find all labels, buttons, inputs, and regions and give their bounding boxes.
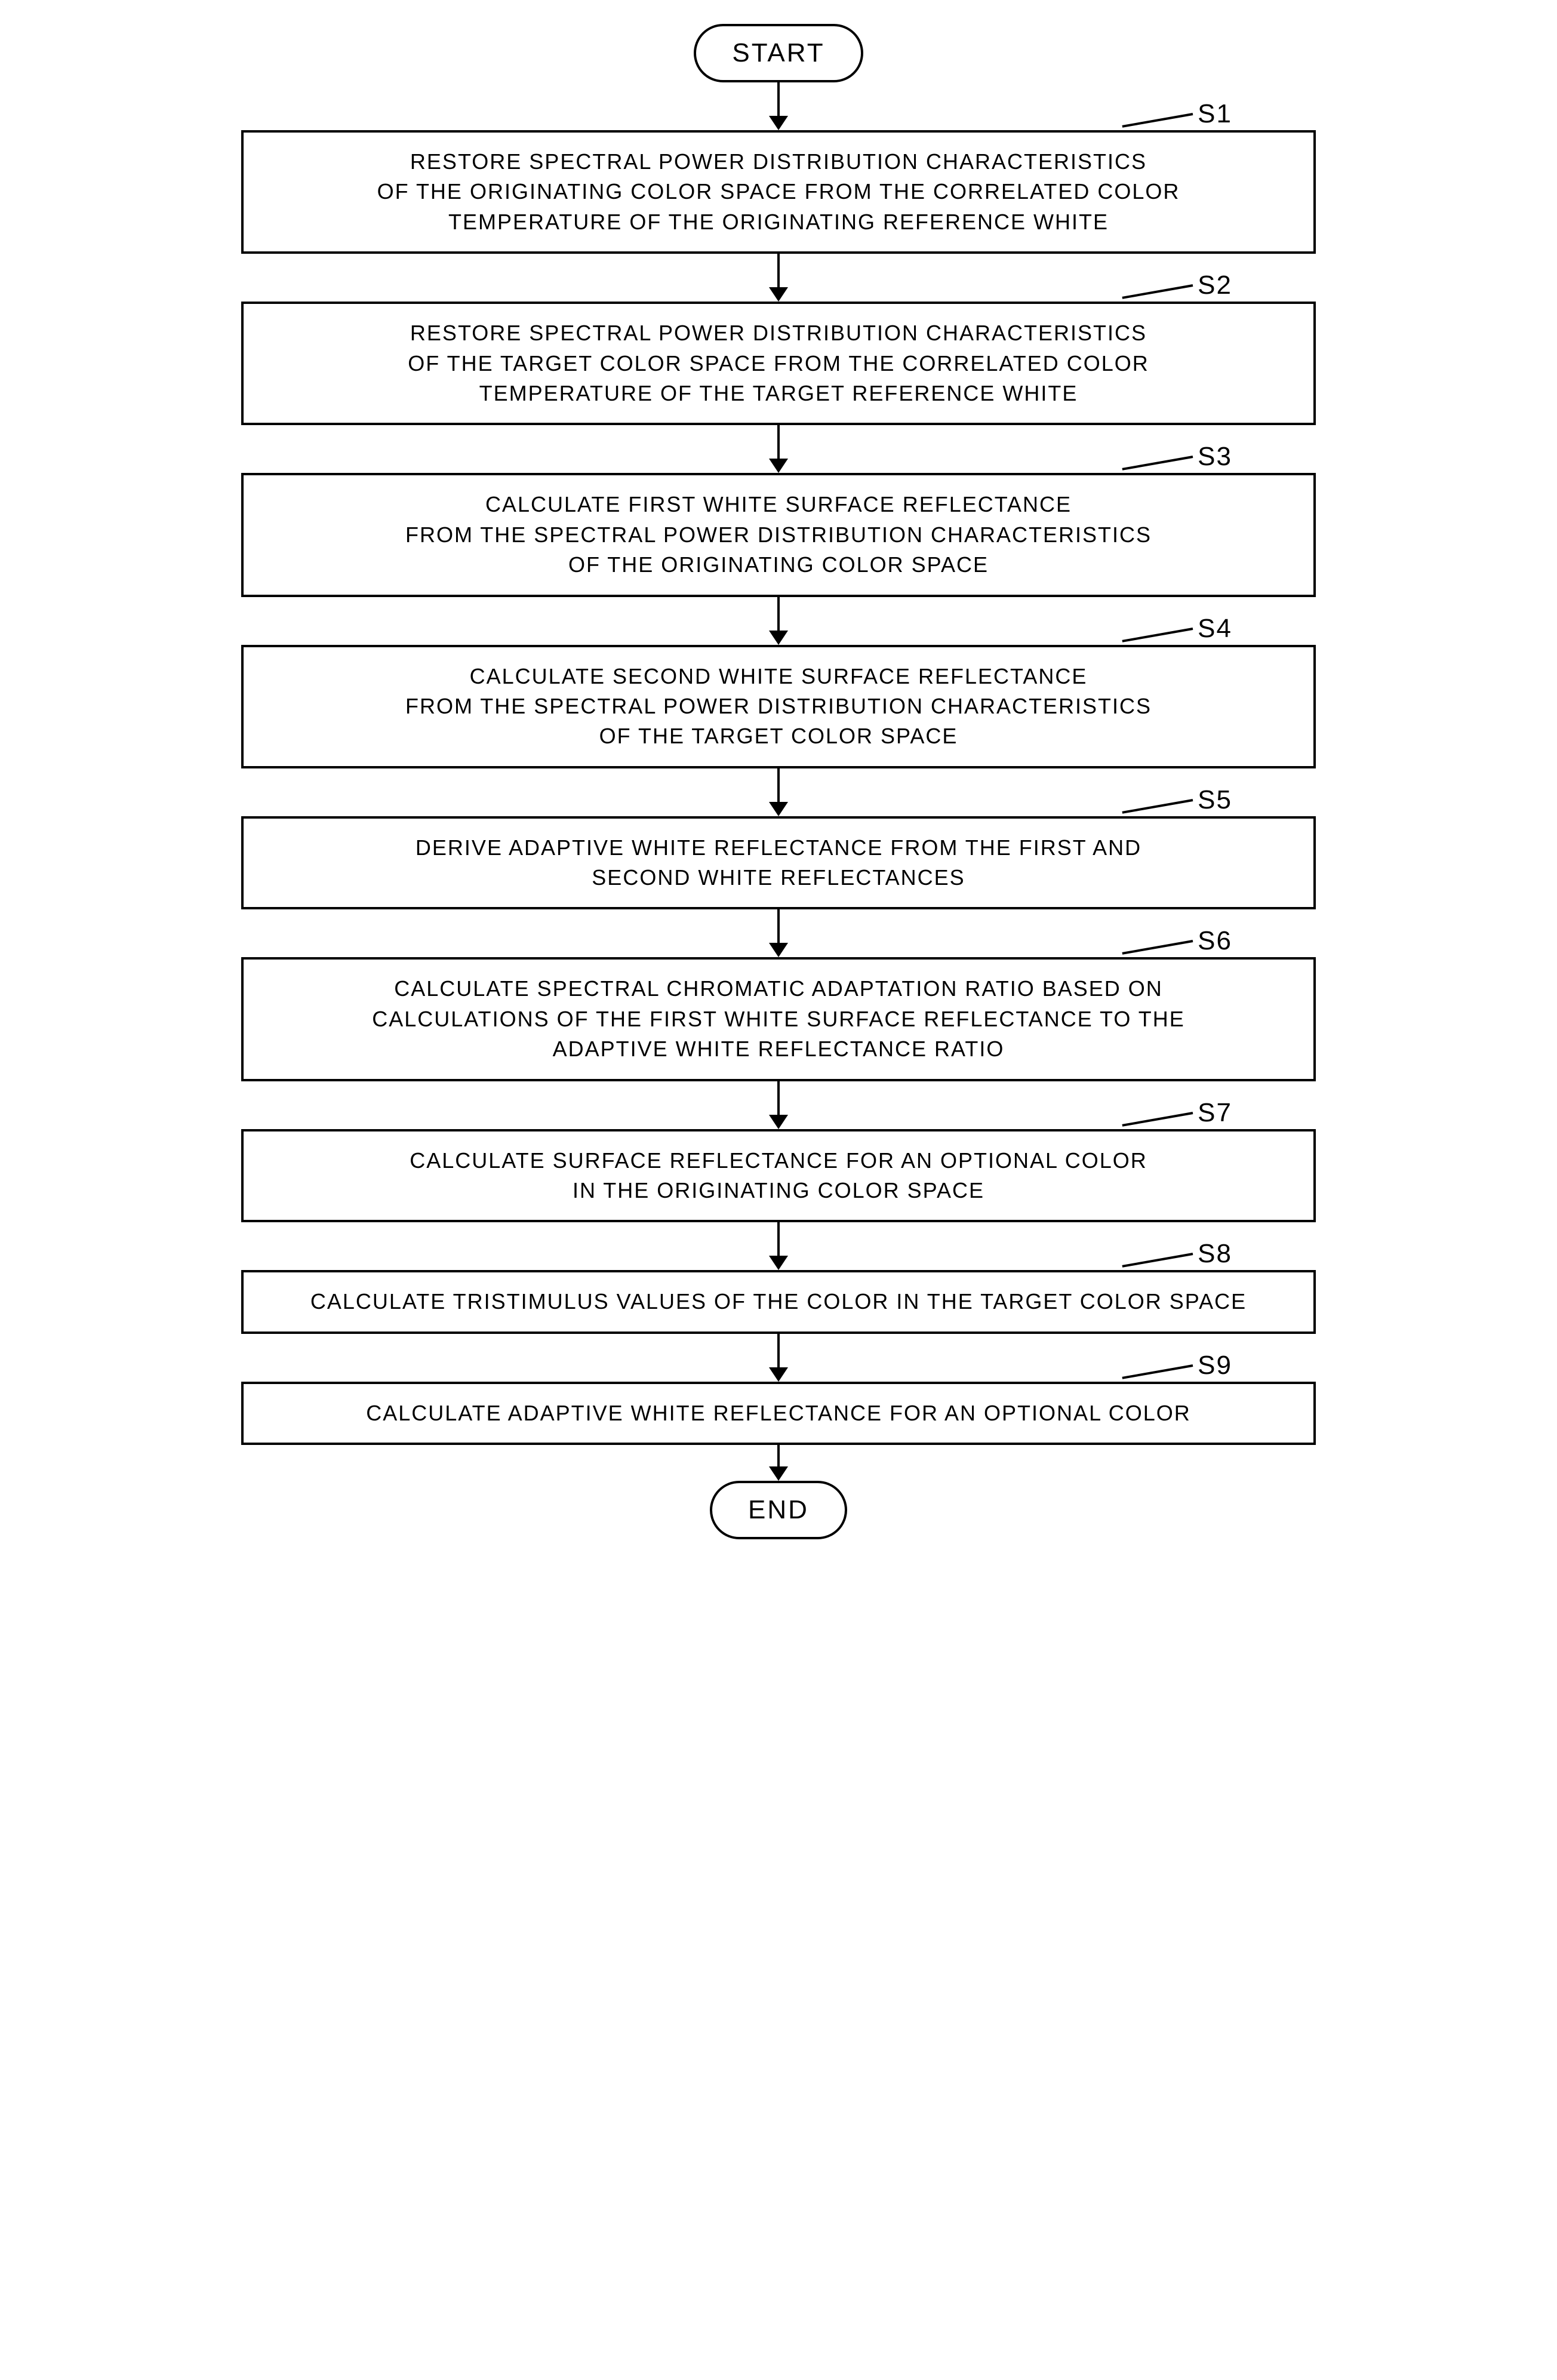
step-label-text: S2: [1198, 270, 1232, 300]
process-wrapper-s4: S4 CALCULATE SECOND WHITE SURFACE REFLEC…: [241, 645, 1316, 768]
arrow: [769, 597, 788, 645]
start-terminal: START: [694, 24, 863, 82]
step-label-s3: S3: [1121, 442, 1232, 472]
arrow-line: [777, 254, 780, 287]
process-wrapper-s1: S1 RESTORE SPECTRAL POWER DISTRIBUTION C…: [241, 130, 1316, 254]
step-label-line: [1122, 284, 1193, 299]
process-wrapper-s2: S2 RESTORE SPECTRAL POWER DISTRIBUTION C…: [241, 302, 1316, 425]
arrow-line: [777, 1445, 780, 1466]
arrow: [769, 254, 788, 302]
arrow-line: [777, 1081, 780, 1115]
arrow-head: [769, 802, 788, 816]
step-label-s7: S7: [1121, 1098, 1232, 1128]
arrow-head: [769, 1367, 788, 1382]
step-label-text: S4: [1198, 614, 1232, 644]
step-label-text: S3: [1198, 442, 1232, 472]
flowchart-container: START S1 RESTORE SPECTRAL POWER DISTRIBU…: [241, 24, 1316, 1539]
step-label-s9: S9: [1121, 1351, 1232, 1380]
process-wrapper-s5: S5 DERIVE ADAPTIVE WHITE REFLECTANCE FRO…: [241, 816, 1316, 910]
process-s3: CALCULATE FIRST WHITE SURFACE REFLECTANC…: [241, 473, 1316, 596]
arrow: [769, 1334, 788, 1382]
step-label-s2: S2: [1121, 270, 1232, 300]
process-wrapper-s8: S8 CALCULATE TRISTIMULUS VALUES OF THE C…: [241, 1270, 1316, 1333]
arrow-head: [769, 1115, 788, 1129]
step-label-s1: S1: [1121, 99, 1232, 129]
process-wrapper-s9: S9 CALCULATE ADAPTIVE WHITE REFLECTANCE …: [241, 1382, 1316, 1445]
step-label-line: [1122, 1253, 1193, 1268]
arrow-line: [777, 425, 780, 459]
arrow-line: [777, 1334, 780, 1367]
step-label-text: S8: [1198, 1239, 1232, 1269]
process-s8: CALCULATE TRISTIMULUS VALUES OF THE COLO…: [241, 1270, 1316, 1333]
arrow-head: [769, 459, 788, 473]
step-label-line: [1122, 940, 1193, 955]
arrow-line: [777, 597, 780, 631]
process-s7: CALCULATE SURFACE REFLECTANCE FOR AN OPT…: [241, 1129, 1316, 1223]
step-label-line: [1122, 1364, 1193, 1379]
arrow: [769, 1081, 788, 1129]
arrow-line: [777, 1222, 780, 1256]
arrow: [769, 1222, 788, 1270]
step-label-text: S9: [1198, 1351, 1232, 1380]
step-label-s5: S5: [1121, 785, 1232, 815]
process-s1: RESTORE SPECTRAL POWER DISTRIBUTION CHAR…: [241, 130, 1316, 254]
step-label-line: [1122, 799, 1193, 814]
step-label-line: [1122, 113, 1193, 128]
arrow-head: [769, 1466, 788, 1481]
step-label-s6: S6: [1121, 926, 1232, 956]
arrow-head: [769, 287, 788, 302]
step-label-s8: S8: [1121, 1239, 1232, 1269]
arrow: [769, 425, 788, 473]
arrow: [769, 768, 788, 816]
step-label-s4: S4: [1121, 614, 1232, 644]
process-s6: CALCULATE SPECTRAL CHROMATIC ADAPTATION …: [241, 957, 1316, 1081]
step-label-text: S5: [1198, 785, 1232, 815]
step-label-line: [1122, 456, 1193, 471]
arrow-line: [777, 768, 780, 802]
step-label-text: S7: [1198, 1098, 1232, 1128]
process-s4: CALCULATE SECOND WHITE SURFACE REFLECTAN…: [241, 645, 1316, 768]
arrow: [769, 909, 788, 957]
process-wrapper-s3: S3 CALCULATE FIRST WHITE SURFACE REFLECT…: [241, 473, 1316, 596]
arrow-head: [769, 943, 788, 957]
process-s9: CALCULATE ADAPTIVE WHITE REFLECTANCE FOR…: [241, 1382, 1316, 1445]
arrow-head: [769, 116, 788, 130]
process-s2: RESTORE SPECTRAL POWER DISTRIBUTION CHAR…: [241, 302, 1316, 425]
arrow: [769, 1445, 788, 1481]
process-wrapper-s6: S6 CALCULATE SPECTRAL CHROMATIC ADAPTATI…: [241, 957, 1316, 1081]
arrow-head: [769, 631, 788, 645]
step-label-line: [1122, 1112, 1193, 1127]
arrow-line: [777, 82, 780, 116]
arrow-head: [769, 1256, 788, 1270]
end-terminal: END: [710, 1481, 847, 1539]
step-label-line: [1122, 628, 1193, 642]
process-wrapper-s7: S7 CALCULATE SURFACE REFLECTANCE FOR AN …: [241, 1129, 1316, 1223]
step-label-text: S1: [1198, 99, 1232, 129]
arrow-line: [777, 909, 780, 943]
arrow: [769, 82, 788, 130]
step-label-text: S6: [1198, 926, 1232, 956]
process-s5: DERIVE ADAPTIVE WHITE REFLECTANCE FROM T…: [241, 816, 1316, 910]
